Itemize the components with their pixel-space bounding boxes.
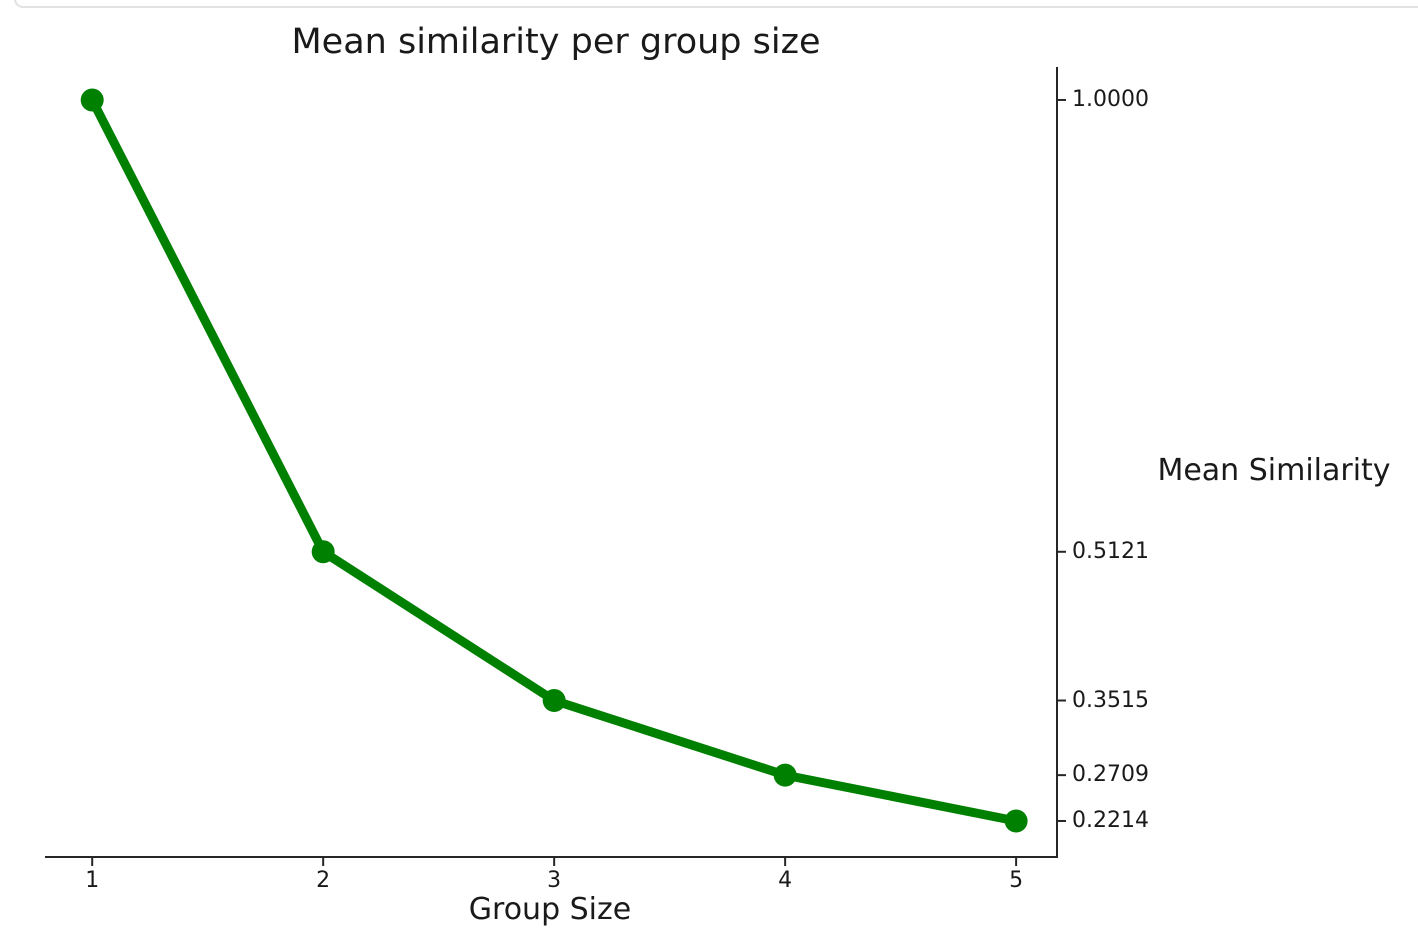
data-point-marker xyxy=(80,88,104,112)
y-tick-label: 0.2214 xyxy=(1072,807,1149,833)
x-tick-label: 2 xyxy=(316,868,331,893)
chart-title: Mean similarity per group size xyxy=(291,22,821,62)
series-line xyxy=(87,95,1021,826)
data-point-marker xyxy=(311,540,335,564)
x-axis-label: Group Size xyxy=(468,892,632,927)
x-tick-label: 1 xyxy=(85,868,100,893)
x-tick-label: 5 xyxy=(1009,868,1024,893)
y-tick-label: 1.0000 xyxy=(1072,86,1149,112)
y-axis-label: Mean Similarity xyxy=(1157,453,1391,488)
data-point-marker xyxy=(542,689,566,713)
x-tick-label: 4 xyxy=(778,868,793,893)
y-tick-label: 0.5121 xyxy=(1072,538,1149,564)
data-point-marker xyxy=(773,763,797,787)
y-tick-label: 0.2709 xyxy=(1072,762,1149,788)
y-tick-label: 0.3515 xyxy=(1072,687,1149,713)
x-tick-label: 3 xyxy=(547,868,562,893)
data-point-marker xyxy=(1004,809,1028,833)
